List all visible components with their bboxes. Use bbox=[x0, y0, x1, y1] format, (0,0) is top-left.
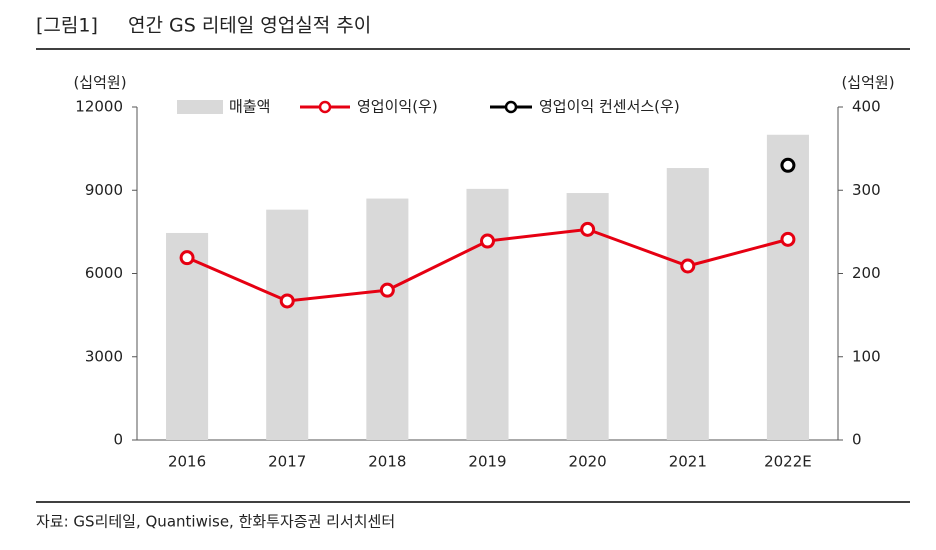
marker bbox=[379, 282, 395, 298]
bar bbox=[366, 198, 409, 440]
legend-marker bbox=[504, 100, 518, 114]
bar bbox=[166, 232, 209, 440]
figure-tag: [그림1] bbox=[36, 15, 98, 37]
y-tick-label: 6000 bbox=[85, 264, 123, 282]
y2-tick-label: 0 bbox=[852, 431, 862, 449]
x-tick-label: 2017 bbox=[268, 453, 306, 471]
y-tick-label: 9000 bbox=[85, 181, 123, 199]
x-tick-label: 2016 bbox=[168, 453, 206, 471]
y2-tick-label: 200 bbox=[852, 264, 881, 282]
bar bbox=[766, 134, 809, 440]
y-tick-label: 12000 bbox=[75, 98, 123, 116]
legend-label: 영업이익 컨센서스(우) bbox=[539, 98, 680, 116]
y-axis-label: (십억원) bbox=[73, 74, 126, 92]
marker bbox=[480, 233, 495, 249]
legend-swatch bbox=[177, 100, 223, 114]
x-tick-label: 2021 bbox=[669, 453, 707, 471]
legend-marker bbox=[318, 100, 332, 114]
marker bbox=[580, 221, 596, 237]
marker bbox=[279, 293, 295, 309]
bar bbox=[266, 209, 309, 440]
legend-label: 영업이익(우) bbox=[357, 98, 438, 116]
y-tick-label: 0 bbox=[113, 431, 123, 449]
x-tick-label: 2020 bbox=[569, 453, 607, 471]
marker bbox=[780, 157, 796, 173]
marker bbox=[179, 250, 195, 266]
x-tick-label: 2018 bbox=[368, 453, 406, 471]
marker bbox=[780, 231, 796, 247]
y-tick-label: 3000 bbox=[85, 347, 123, 365]
y2-tick-label: 300 bbox=[852, 181, 881, 199]
chart-title: 연간 GS 리테일 영업실적 추이 bbox=[128, 15, 371, 37]
bar bbox=[466, 188, 509, 440]
y2-tick-label: 400 bbox=[852, 98, 881, 116]
y2-axis-label: (십억원) bbox=[841, 74, 894, 92]
x-tick-label: 2019 bbox=[468, 453, 506, 471]
bar bbox=[666, 168, 709, 441]
y2-tick-label: 100 bbox=[852, 347, 881, 365]
x-tick-label: 2022E bbox=[764, 453, 812, 471]
source-note: 자료: GS리테일, Quantiwise, 한화투자증권 리서치센터 bbox=[36, 513, 395, 531]
marker bbox=[680, 258, 696, 274]
legend-label: 매출액 bbox=[229, 98, 270, 116]
